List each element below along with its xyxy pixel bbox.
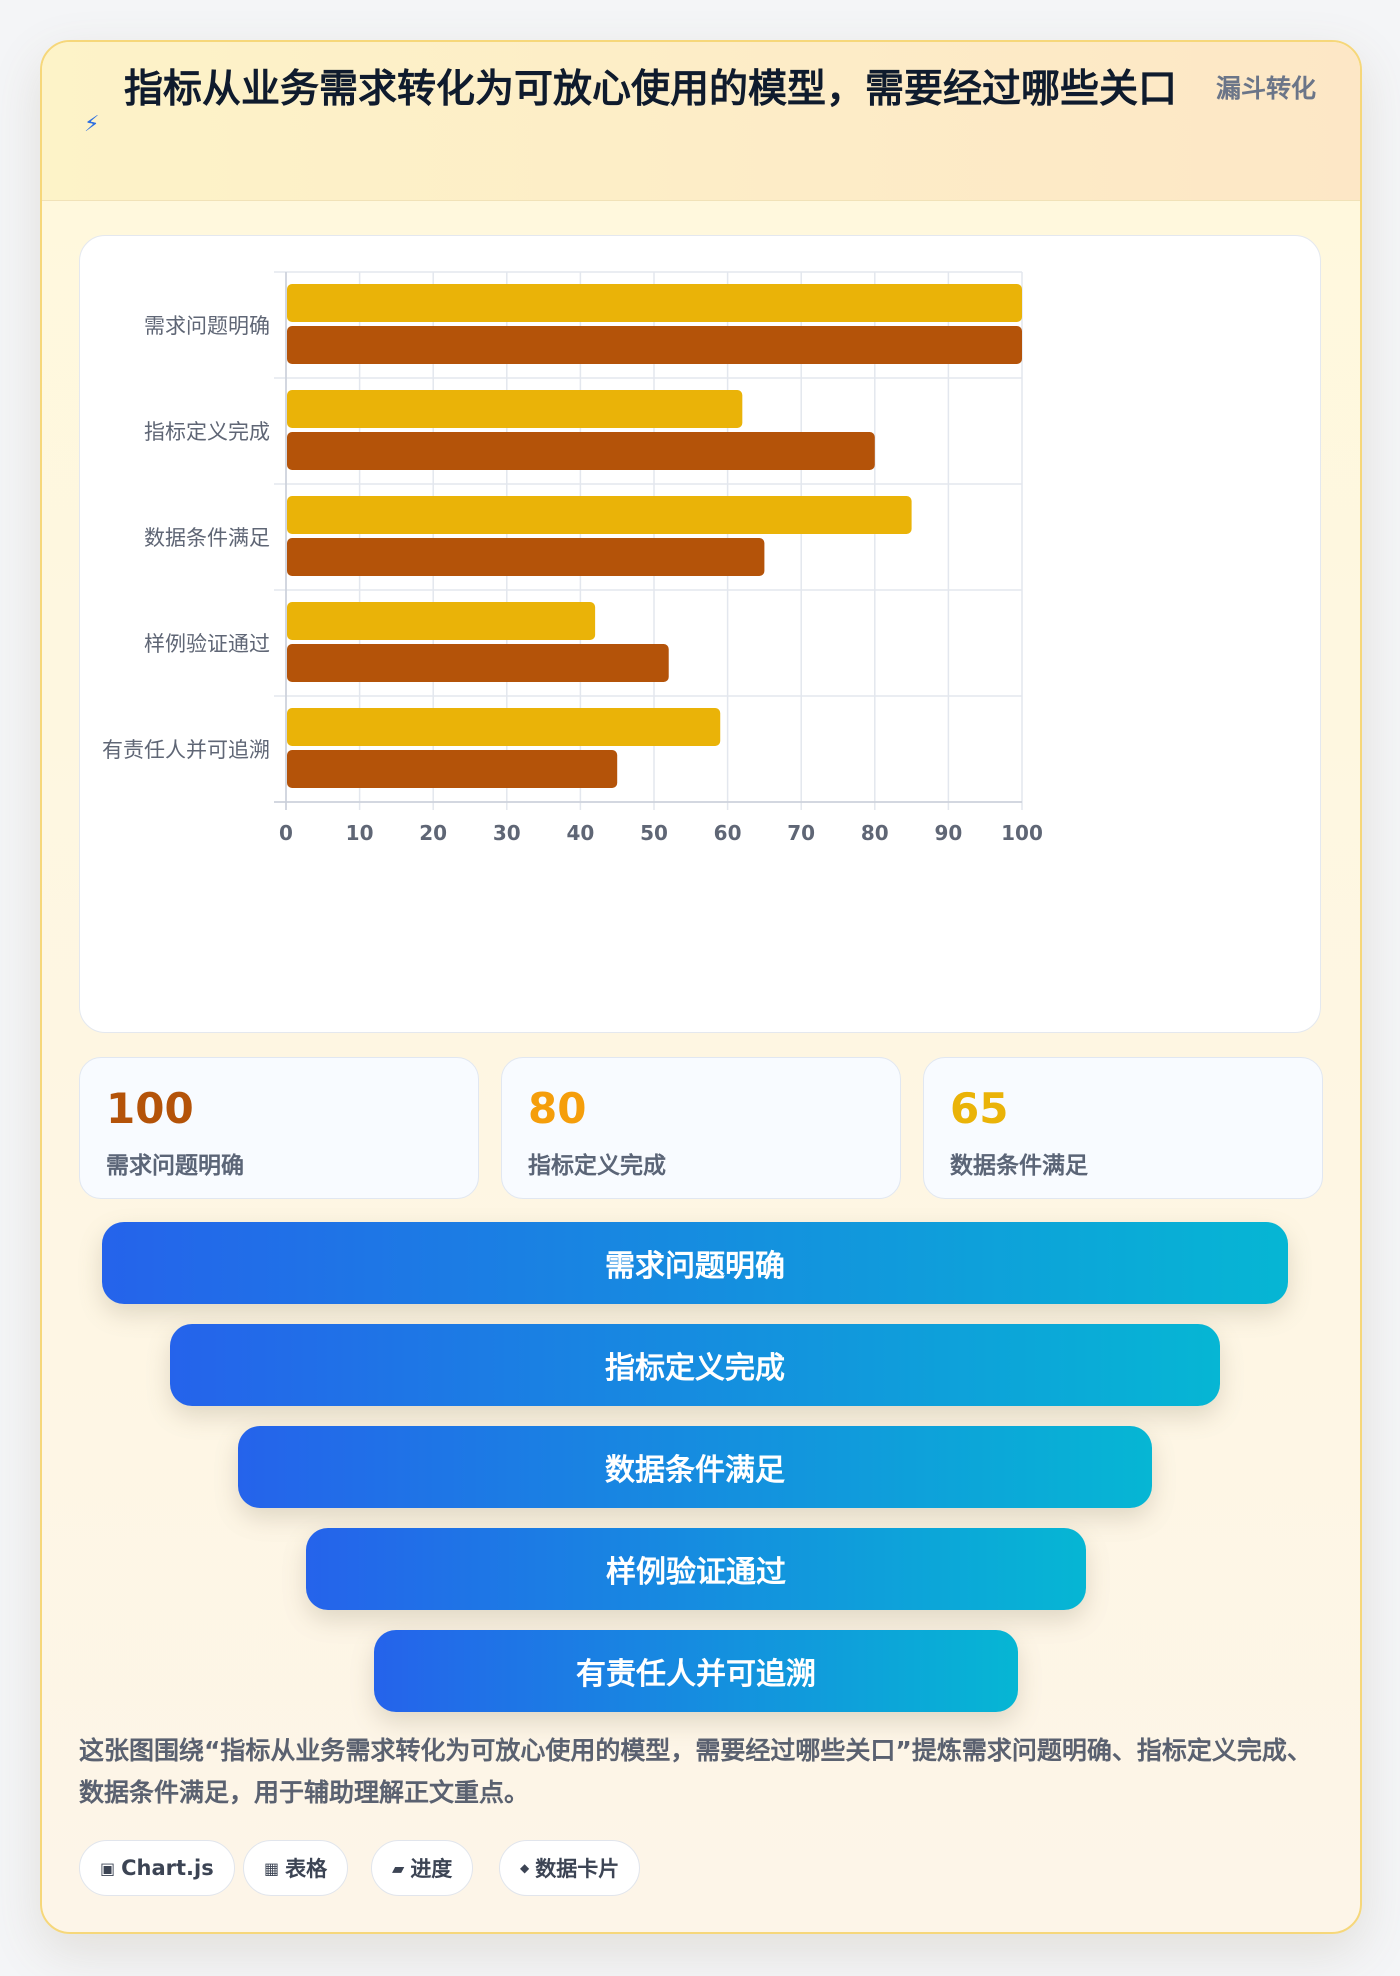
funnel-stage-1: 需求问题明确	[102, 1222, 1288, 1304]
bar-2-3	[287, 538, 765, 576]
funnel-stage-4: 样例验证通过	[306, 1528, 1086, 1610]
chip-label: 进度	[410, 1857, 453, 1881]
funnel-stage-2: 指标定义完成	[170, 1324, 1220, 1406]
stat-label: 指标定义完成	[528, 1153, 666, 1179]
chip-label: 数据卡片	[535, 1857, 620, 1881]
stat-label: 数据条件满足	[950, 1153, 1088, 1179]
bar-1-2	[287, 390, 743, 428]
chart-container: 需求问题明确 指标定义完成 数据条件满足 样例验证通过有责任人并可追溯 0 10 20 30 4…	[79, 235, 1321, 1033]
x-tick-label: 10	[346, 821, 374, 845]
category-label: 数据条件满足	[144, 526, 270, 550]
category-label: 指标定义完成	[144, 420, 270, 444]
stat-cards: 100 需求问题明确 80 指标定义完成 65 数据条件满足	[79, 1057, 1323, 1199]
x-tick-label: 50	[640, 821, 668, 845]
bar-1-3	[287, 496, 912, 534]
bar-2-4	[287, 644, 669, 682]
page-title: 指标从业务需求转化为可放心使用的模型，需要经过哪些关口	[124, 67, 1178, 112]
x-tick-label: 70	[787, 821, 815, 845]
stat-value: 80	[528, 1084, 587, 1133]
x-tick-label: 0	[279, 821, 293, 845]
stat-label: 需求问题明确	[106, 1153, 244, 1179]
bar-1-4	[287, 602, 596, 640]
category-label: 需求问题明确	[144, 314, 270, 338]
stat-card-2: 80 指标定义完成	[501, 1057, 901, 1199]
x-tick-label: 30	[493, 821, 521, 845]
category-label: 样例验证通过	[144, 632, 270, 656]
chart-type-tag: 漏斗转化	[1216, 74, 1317, 103]
category-label: 有责任人并可追溯	[102, 738, 270, 762]
stat-value: 65	[950, 1084, 1009, 1133]
header: ⚡ 指标从业务需求转化为可放心使用的模型，需要经过哪些关口 漏斗转化	[42, 42, 1360, 201]
chip-data-card[interactable]: ◆ 数据卡片	[499, 1840, 641, 1896]
chart-description: 这张图围绕“指标从业务需求转化为可放心使用的模型，需要经过哪些关口”提炼需求问题…	[79, 1736, 1312, 1807]
x-tick-label: 80	[861, 821, 889, 845]
stat-card-3: 65 数据条件满足	[923, 1057, 1323, 1199]
chip-table[interactable]: ▦ 表格	[243, 1840, 349, 1896]
chip-chartjs[interactable]: ▣ Chart.js	[79, 1840, 235, 1896]
chart-icon: ▣	[100, 1858, 116, 1878]
bar-1-1	[287, 284, 1022, 322]
chip-progress[interactable]: ▰ 进度	[371, 1840, 474, 1896]
x-tick-label: 40	[566, 821, 594, 845]
bar-2-5	[287, 750, 618, 788]
x-tick-label: 20	[419, 821, 447, 845]
funnel-stage-3: 数据条件满足	[238, 1426, 1152, 1508]
data-card-icon: ◆	[520, 1861, 530, 1875]
progress-icon: ▰	[392, 1858, 405, 1878]
bar-2-1	[287, 326, 1022, 364]
stat-card-1: 100 需求问题明确	[79, 1057, 479, 1199]
main-card: ⚡ 指标从业务需求转化为可放心使用的模型，需要经过哪些关口 漏斗转化 需求问题明…	[40, 40, 1362, 1934]
funnel-stage-5: 有责任人并可追溯	[374, 1630, 1018, 1712]
bar-1-5	[287, 708, 721, 746]
bar-2-2	[287, 432, 875, 470]
stat-value: 100	[106, 1084, 194, 1133]
table-icon: ▦	[264, 1858, 280, 1878]
bolt-icon: ⚡	[84, 112, 100, 137]
x-tick-label: 90	[934, 821, 962, 845]
x-tick-label: 100	[1001, 821, 1043, 845]
x-tick-label: 60	[714, 821, 742, 845]
chip-label: 表格	[285, 1857, 328, 1881]
chip-label: Chart.js	[121, 1856, 214, 1880]
